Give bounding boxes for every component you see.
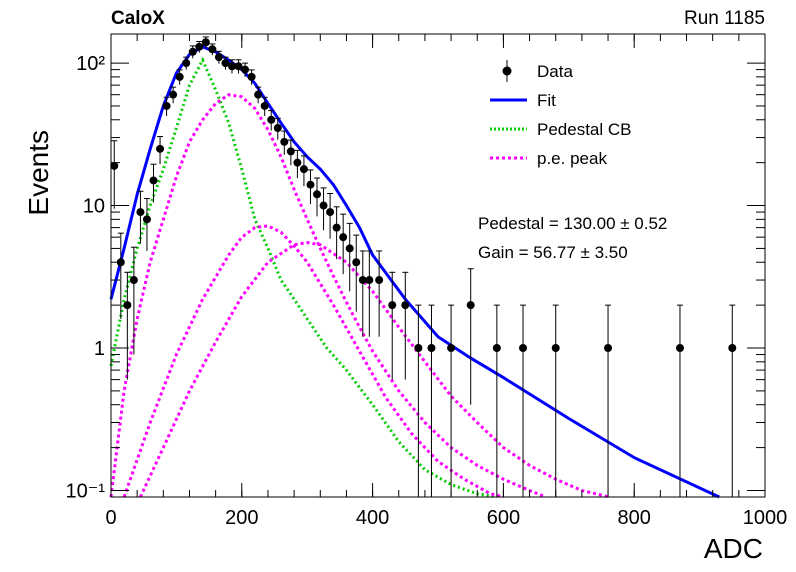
curve-fit xyxy=(109,45,720,499)
data-point xyxy=(293,158,302,167)
experiment-label: CaloX xyxy=(111,8,165,29)
plot-frame xyxy=(110,33,766,498)
data-point xyxy=(142,215,151,224)
data-point xyxy=(332,223,341,232)
legend: Data Fit Pedestal CB p.e. peak xyxy=(490,60,632,168)
data-point xyxy=(551,344,560,353)
data-point xyxy=(345,244,354,253)
data-point xyxy=(188,47,197,56)
y-tick-label: 10² xyxy=(76,53,105,75)
data-point xyxy=(227,62,236,71)
x-tick-label: 0 xyxy=(105,507,116,529)
data-point xyxy=(286,147,295,156)
legend-data-marker xyxy=(502,66,512,76)
x-tick-label: 1000 xyxy=(743,507,788,529)
data-point xyxy=(247,72,256,81)
data-point xyxy=(414,344,423,353)
data-point xyxy=(175,72,184,81)
legend-label: Pedestal CB xyxy=(537,120,632,139)
pedestal-annotation: Pedestal = 130.00 ± 0.52 xyxy=(478,214,667,233)
data-point xyxy=(427,344,436,353)
x-axis-label: ADC xyxy=(704,533,763,564)
curve-p-e-peak-3 xyxy=(139,240,610,499)
curve-pedestal-cb xyxy=(109,56,498,499)
data-point xyxy=(110,161,119,170)
data-point xyxy=(201,38,210,47)
data-point xyxy=(260,101,269,110)
legend-label: Fit xyxy=(537,91,556,110)
data-point xyxy=(169,90,178,99)
data-point xyxy=(214,53,223,62)
data-point xyxy=(447,344,456,353)
run-label: Run 1185 xyxy=(684,8,765,29)
data-point xyxy=(519,344,528,353)
data-point xyxy=(306,180,315,189)
data-point xyxy=(401,301,410,310)
data-point xyxy=(149,176,158,185)
data-point xyxy=(358,276,367,285)
data-point xyxy=(352,258,361,267)
data-point xyxy=(365,276,374,285)
data-point xyxy=(123,301,132,310)
curves-layer xyxy=(109,45,720,499)
data-point xyxy=(388,301,397,310)
data-point xyxy=(728,344,737,353)
y-axis-label: Events xyxy=(23,130,54,216)
data-point xyxy=(675,344,684,353)
data-point xyxy=(221,59,230,68)
data-point xyxy=(241,65,250,74)
curve-p-e-peak-2 xyxy=(122,224,504,499)
data-point xyxy=(254,90,263,99)
x-tick-label: 600 xyxy=(487,507,520,529)
data-point xyxy=(267,115,276,124)
data-point xyxy=(162,101,171,110)
y-tick-label: 10⁻¹ xyxy=(66,480,106,502)
data-point xyxy=(466,301,475,310)
x-axis: 0 200 400 600 800 1000 xyxy=(105,34,787,529)
x-tick-label: 200 xyxy=(225,507,258,529)
data-point xyxy=(116,258,125,267)
data-point xyxy=(234,62,243,71)
y-tick-label: 1 xyxy=(94,338,105,360)
y-tick-label: 10 xyxy=(83,196,105,218)
data-points-layer xyxy=(110,38,737,353)
data-point xyxy=(326,208,335,217)
gain-annotation: Gain = 56.77 ± 3.50 xyxy=(478,243,628,262)
data-point xyxy=(195,42,204,51)
data-point xyxy=(129,276,138,285)
x-tick-label: 400 xyxy=(356,507,389,529)
data-point xyxy=(299,165,308,174)
data-point xyxy=(208,45,217,54)
data-point xyxy=(375,276,384,285)
data-point xyxy=(273,124,282,133)
data-point xyxy=(313,190,322,199)
data-point xyxy=(319,201,328,210)
data-point xyxy=(604,344,613,353)
data-point xyxy=(156,144,165,153)
error-bars-layer xyxy=(111,36,736,497)
data-point xyxy=(492,344,501,353)
y-axis: 10⁻¹ 1 10 10² xyxy=(66,53,765,502)
curve-p-e-peak-1 xyxy=(109,93,547,499)
data-point xyxy=(339,233,348,242)
legend-label: Data xyxy=(537,62,573,81)
data-point xyxy=(280,137,289,146)
legend-label: p.e. peak xyxy=(537,149,607,168)
x-tick-label: 800 xyxy=(618,507,651,529)
data-point xyxy=(182,59,191,68)
data-point xyxy=(136,208,145,217)
